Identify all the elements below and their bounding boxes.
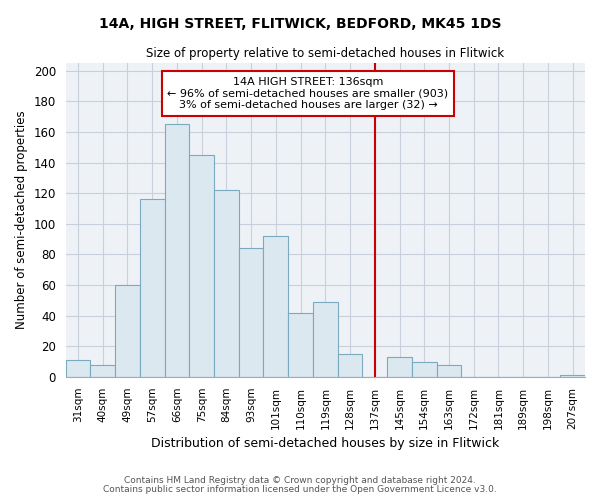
Bar <box>263 236 288 377</box>
Bar <box>338 354 362 377</box>
Title: Size of property relative to semi-detached houses in Flitwick: Size of property relative to semi-detach… <box>146 48 505 60</box>
Bar <box>65 360 91 377</box>
Bar <box>164 124 190 377</box>
Bar <box>190 155 214 377</box>
Bar <box>239 248 263 377</box>
Bar <box>437 364 461 377</box>
Text: Contains public sector information licensed under the Open Government Licence v3: Contains public sector information licen… <box>103 484 497 494</box>
Bar <box>288 312 313 377</box>
Bar <box>560 376 585 377</box>
Bar <box>115 285 140 377</box>
Bar <box>387 357 412 377</box>
Bar <box>214 190 239 377</box>
Text: 14A, HIGH STREET, FLITWICK, BEDFORD, MK45 1DS: 14A, HIGH STREET, FLITWICK, BEDFORD, MK4… <box>99 18 501 32</box>
Bar <box>91 364 115 377</box>
Bar <box>412 362 437 377</box>
Bar <box>313 302 338 377</box>
Y-axis label: Number of semi-detached properties: Number of semi-detached properties <box>15 110 28 329</box>
Bar <box>140 200 164 377</box>
Text: 14A HIGH STREET: 136sqm
← 96% of semi-detached houses are smaller (903)
3% of se: 14A HIGH STREET: 136sqm ← 96% of semi-de… <box>167 77 449 110</box>
X-axis label: Distribution of semi-detached houses by size in Flitwick: Distribution of semi-detached houses by … <box>151 437 499 450</box>
Text: Contains HM Land Registry data © Crown copyright and database right 2024.: Contains HM Land Registry data © Crown c… <box>124 476 476 485</box>
